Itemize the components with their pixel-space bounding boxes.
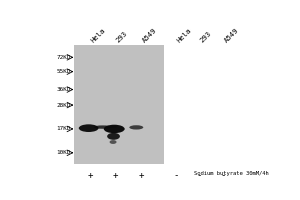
Text: 10KD: 10KD	[57, 150, 71, 155]
FancyBboxPatch shape	[164, 45, 242, 164]
Ellipse shape	[104, 125, 125, 133]
Text: +: +	[113, 171, 118, 180]
Text: 17KD: 17KD	[57, 126, 71, 131]
Text: 28KD: 28KD	[57, 103, 71, 108]
Text: -: -	[196, 171, 202, 180]
Text: -: -	[221, 171, 226, 180]
Text: 293: 293	[199, 30, 213, 44]
Ellipse shape	[110, 140, 117, 144]
Text: +: +	[138, 171, 144, 180]
Ellipse shape	[129, 125, 143, 130]
Text: -: -	[173, 171, 178, 180]
Ellipse shape	[107, 133, 120, 140]
Ellipse shape	[79, 124, 98, 132]
Text: A549: A549	[224, 27, 240, 44]
Ellipse shape	[109, 126, 117, 128]
Text: 293: 293	[116, 30, 129, 44]
Text: +: +	[87, 171, 92, 180]
Text: A549: A549	[141, 27, 158, 44]
Text: Hela: Hela	[176, 27, 193, 44]
Text: Sodium butyrate 30mM/4h: Sodium butyrate 30mM/4h	[194, 171, 269, 176]
Ellipse shape	[94, 125, 111, 129]
FancyBboxPatch shape	[74, 45, 164, 164]
Text: 55KD: 55KD	[57, 69, 71, 74]
Text: 36KD: 36KD	[57, 87, 71, 92]
Text: Hela: Hela	[90, 27, 106, 44]
Text: 72KD: 72KD	[57, 55, 71, 60]
